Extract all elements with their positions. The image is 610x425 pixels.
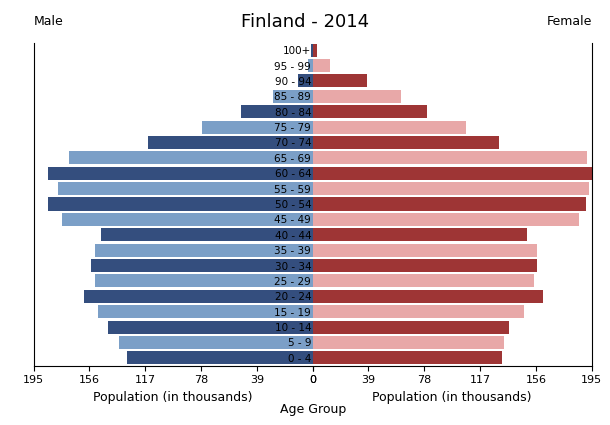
Bar <box>91 259 312 272</box>
Bar <box>127 351 312 364</box>
Bar <box>312 244 537 257</box>
Bar <box>298 74 312 88</box>
Bar <box>95 244 312 257</box>
Bar <box>308 59 312 72</box>
Bar <box>312 121 466 133</box>
Bar <box>48 167 312 180</box>
Bar <box>62 213 312 226</box>
Bar <box>312 90 401 103</box>
Bar <box>203 121 312 133</box>
Bar <box>101 228 312 241</box>
Bar <box>312 167 592 180</box>
Bar <box>95 275 312 287</box>
Text: Female: Female <box>547 14 592 28</box>
Bar <box>273 90 312 103</box>
Text: Finland - 2014: Finland - 2014 <box>241 13 369 31</box>
Bar <box>70 151 312 164</box>
Bar <box>312 213 579 226</box>
Bar <box>58 182 312 195</box>
X-axis label: Population (in thousands): Population (in thousands) <box>373 391 532 404</box>
Bar <box>312 351 501 364</box>
Bar <box>311 44 312 57</box>
Bar <box>241 105 312 118</box>
Bar <box>148 136 312 149</box>
Bar <box>120 336 312 349</box>
Bar <box>312 320 509 334</box>
Bar <box>312 275 534 287</box>
Bar <box>312 44 317 57</box>
Bar <box>312 182 589 195</box>
Text: Male: Male <box>34 14 63 28</box>
Bar <box>312 198 586 210</box>
Bar <box>48 198 312 210</box>
Bar <box>312 259 537 272</box>
Bar <box>312 305 525 318</box>
Text: Age Group: Age Group <box>280 403 346 416</box>
Bar <box>312 228 527 241</box>
X-axis label: Population (in thousands): Population (in thousands) <box>93 391 253 404</box>
Bar <box>312 336 504 349</box>
Bar <box>98 305 312 318</box>
Bar <box>108 320 312 334</box>
Bar <box>312 136 498 149</box>
Bar <box>312 59 330 72</box>
Bar <box>312 290 543 303</box>
Bar <box>312 105 427 118</box>
Bar <box>312 74 367 88</box>
Bar <box>312 151 587 164</box>
Bar <box>84 290 312 303</box>
